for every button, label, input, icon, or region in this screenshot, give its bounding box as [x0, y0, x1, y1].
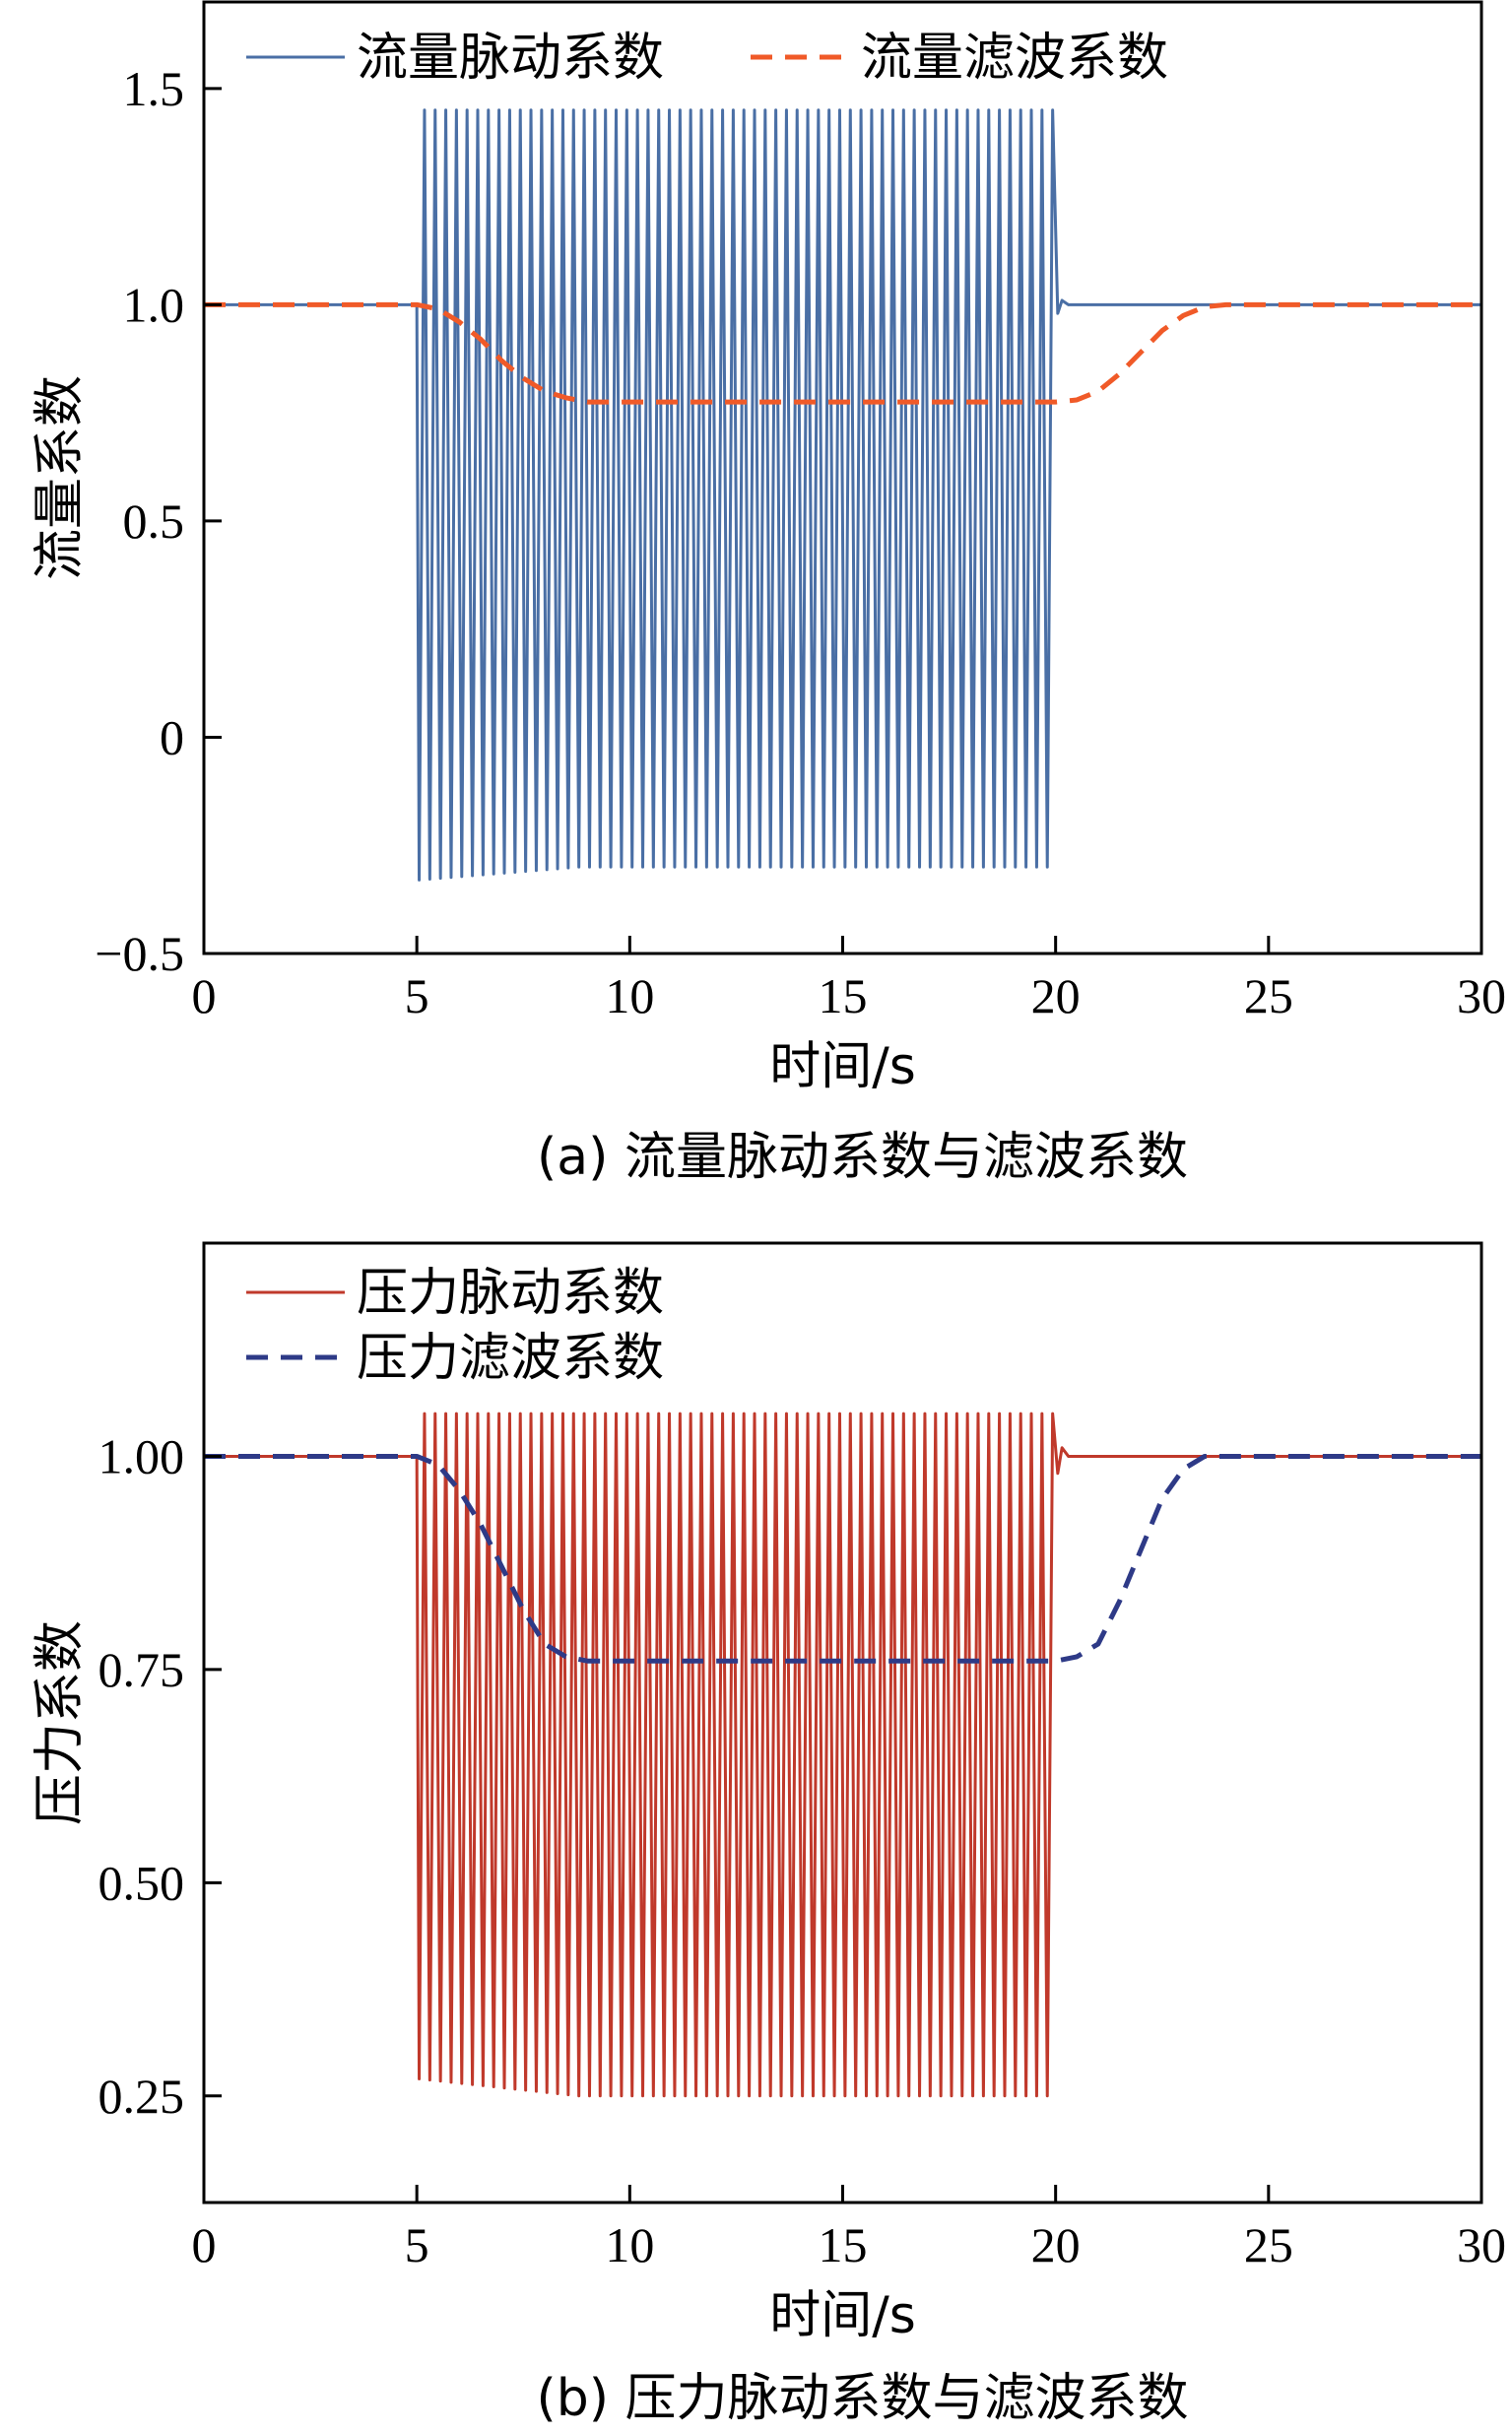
x-axis-label-b: 时间/s — [769, 2286, 916, 2345]
y-axis-label-a: 流量系数 — [31, 375, 90, 580]
figure-caption-a: (a) 流量脉动系数与滤波系数 — [537, 1128, 1188, 1187]
y-tick-label-b-2: 0.50 — [99, 1855, 185, 1910]
x-tick-label-a-5: 5 — [405, 968, 429, 1023]
figure-caption-b: (b) 压力脉动系数与滤波系数 — [536, 2369, 1188, 2428]
y-tick-label-a-3: 0.5 — [123, 493, 185, 549]
x-axis-label-a: 时间/s — [769, 1037, 916, 1096]
x-tick-label-b-20: 20 — [1031, 2217, 1081, 2272]
y-tick-label-a-1: −0.5 — [95, 926, 184, 981]
x-tick-label-b-15: 15 — [819, 2217, 868, 2272]
x-tick-label-b-10: 10 — [605, 2217, 654, 2272]
y-tick-label-a-2: 0 — [160, 709, 184, 764]
x-tick-label-a-25: 25 — [1244, 968, 1293, 1023]
x-tick-label-a-0: 0 — [192, 968, 217, 1023]
x-tick-label-b-30: 30 — [1457, 2217, 1506, 2272]
legend-label-b-2: 压力滤波系数 — [357, 1329, 664, 1388]
series-line-b-2 — [204, 1453, 1481, 1664]
x-tick-label-b-25: 25 — [1244, 2217, 1293, 2272]
x-tick-label-a-30: 30 — [1457, 968, 1506, 1023]
y-axis-label-b: 压力系数 — [31, 1620, 90, 1825]
x-tick-label-a-20: 20 — [1031, 968, 1081, 1023]
chart-panel-b: 0 5 10 15 20 25 30 0.25 0.50 0.75 1.00 时间/s 压力系数 (b) … — [31, 1241, 1506, 2428]
y-tick-label-a-4: 1.0 — [123, 277, 185, 332]
y-tick-label-a-5: 1.5 — [123, 61, 185, 116]
y-tick-label-b-3: 0.75 — [99, 1642, 185, 1697]
legend-label-a-1: 流量脉动系数 — [357, 29, 664, 88]
series-line-b-1 — [204, 1412, 1481, 2098]
y-tick-label-b-1: 0.25 — [99, 2069, 185, 2124]
x-tick-label-a-10: 10 — [605, 968, 654, 1023]
x-tick-label-a-15: 15 — [819, 968, 868, 1023]
series-line-a-2 — [204, 301, 1481, 405]
legend-label-b-1: 压力脉动系数 — [357, 1264, 664, 1323]
x-tick-label-b-0: 0 — [192, 2217, 217, 2272]
x-tick-label-b-5: 5 — [405, 2217, 429, 2272]
series-line-a-1 — [204, 108, 1481, 882]
y-tick-label-b-4: 1.00 — [99, 1428, 185, 1483]
legend-label-a-2: 流量滤波系数 — [861, 29, 1168, 88]
